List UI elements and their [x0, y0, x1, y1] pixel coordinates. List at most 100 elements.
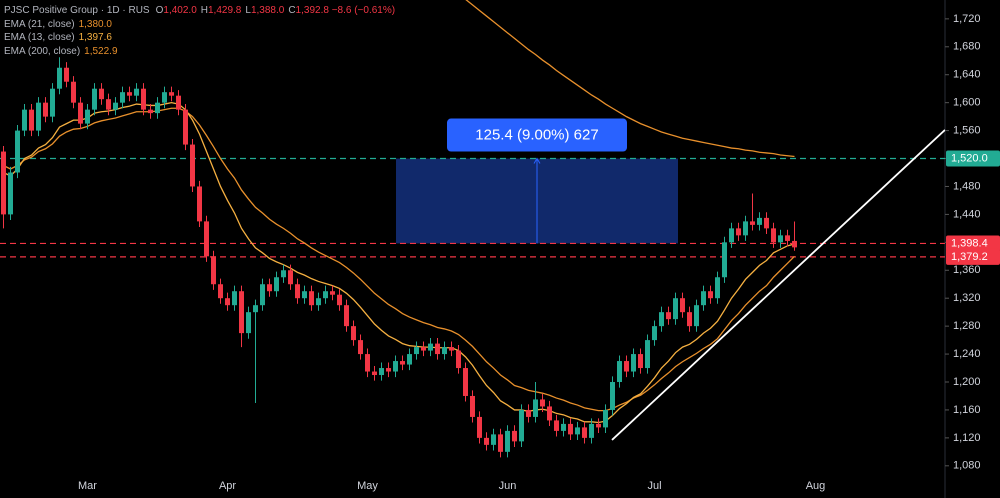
- candle-body: [29, 109, 34, 131]
- x-tick-label: Jul: [647, 480, 661, 492]
- candle-body: [22, 109, 27, 131]
- candle-body: [92, 88, 97, 110]
- candle-body: [624, 361, 629, 372]
- y-tick-label: 1,720: [953, 13, 981, 25]
- ohlc: O1,402.0 H1,429.8 L1,388.0 C1,392.8: [150, 5, 329, 16]
- legend-value: 1,522.9: [84, 45, 118, 57]
- candle-body: [64, 67, 69, 82]
- candle-body: [729, 228, 734, 243]
- candle-body: [491, 434, 496, 445]
- legend-value: 1,397.6: [78, 32, 112, 43]
- y-tick-label: 1,560: [953, 125, 981, 137]
- candle-body: [309, 291, 314, 306]
- legend-entry: EMA (200, close) 1,522.9: [4, 45, 395, 59]
- legend-entry: EMA (13, close) 1,397.6: [4, 31, 395, 45]
- price-label-box: [946, 150, 1000, 167]
- symbol-row: PJSC Positive Group · 1D · RUS O1,402.0 H1…: [4, 4, 395, 18]
- candle-body: [512, 430, 517, 442]
- ohlc-value: 1,429.8: [208, 5, 242, 16]
- candle-body: [722, 242, 727, 278]
- x-tick-label: May: [357, 480, 378, 492]
- candle-body: [190, 144, 195, 187]
- candle-body: [652, 326, 657, 341]
- legend: PJSC Positive Group · 1D · RUS O1,402.0 H1…: [4, 4, 395, 58]
- candle-body: [470, 395, 475, 417]
- candle-body: [281, 270, 286, 278]
- candle-body: [743, 221, 748, 236]
- candle-body: [617, 361, 622, 383]
- candle-body: [631, 354, 636, 372]
- candle-body: [386, 368, 391, 372]
- y-tick-label: 1,200: [953, 376, 981, 388]
- candle-body: [750, 221, 755, 225]
- price-label: 1,520.0: [951, 152, 988, 164]
- plot-area: 125.4 (9.00%) 627: [0, 0, 945, 458]
- symbol: PJSC Positive Group · 1D · RUS: [4, 5, 150, 16]
- y-tick-label: 1,600: [953, 97, 981, 109]
- price-label: 1,379.2: [951, 251, 988, 263]
- ohlc-value: 1,392.8: [295, 5, 329, 16]
- candle-body: [8, 172, 13, 215]
- ohlc-key: L: [245, 5, 251, 16]
- measure-label-box: [447, 118, 627, 152]
- candle-body: [155, 102, 160, 114]
- change: −8.6 (−0.61%): [331, 5, 396, 16]
- candle-body: [659, 312, 664, 327]
- candle-body: [680, 298, 685, 313]
- candle-body: [379, 368, 384, 376]
- legend-value: 1,380.0: [78, 18, 112, 30]
- candle-body: [267, 284, 272, 292]
- legend-name: EMA (200, close): [4, 45, 81, 57]
- candle-body: [778, 235, 783, 243]
- candle-body: [330, 291, 335, 295]
- candle-body: [785, 235, 790, 241]
- candle-body: [197, 186, 202, 222]
- candle-body: [771, 228, 776, 243]
- candle-body: [393, 361, 398, 372]
- candle-body: [295, 284, 300, 299]
- candle-body: [456, 350, 461, 369]
- axes: 1,080 1,120 1,160 1,200 1,240 1,280 1,320 1,360…: [78, 13, 1000, 492]
- y-tick-label: 1,240: [953, 348, 981, 360]
- candle-body: [498, 434, 503, 452]
- candle-body: [162, 92, 167, 103]
- ohlc-value: 1,388.0: [250, 5, 285, 16]
- candle-body: [211, 256, 216, 285]
- candle-body: [603, 409, 608, 428]
- y-tick-label: 1,120: [953, 432, 981, 444]
- candle-body: [568, 423, 573, 435]
- candle-body: [715, 277, 720, 299]
- candle-body: [323, 291, 328, 299]
- candle-body: [99, 88, 104, 100]
- candle-body: [106, 99, 111, 110]
- price-label-box: [946, 248, 1000, 265]
- candle-body: [15, 130, 20, 173]
- x-tick-label: Apr: [219, 480, 236, 492]
- candle-body: [239, 291, 244, 334]
- candle-body: [428, 343, 433, 351]
- candle-body: [57, 67, 62, 89]
- ohlc-key: O: [155, 5, 164, 16]
- candle-body: [232, 291, 237, 306]
- candle-body: [183, 109, 188, 145]
- y-tick-label: 1,080: [953, 460, 981, 472]
- candle-body: [372, 371, 377, 376]
- candle-body: [414, 347, 419, 355]
- candle-body: [554, 420, 559, 431]
- x-tick-label: Aug: [806, 480, 826, 492]
- candle-body: [673, 298, 678, 320]
- candle-body: [351, 326, 356, 341]
- measure-arrowhead: [533, 157, 541, 164]
- ema-line: [465, 0, 795, 158]
- candle-body: [477, 416, 482, 438]
- y-tick-label: 1,320: [953, 292, 981, 304]
- candle-body: [596, 423, 601, 428]
- trendline: [611, 129, 945, 441]
- candle-body: [764, 217, 769, 229]
- candle-body: [204, 221, 209, 257]
- candle-body: [127, 92, 132, 96]
- ema-legend: EMA (21, close) 1,380.0 EMA (13, close) 1,3…: [4, 18, 395, 59]
- candle-body: [421, 347, 426, 351]
- candle-body: [589, 423, 594, 438]
